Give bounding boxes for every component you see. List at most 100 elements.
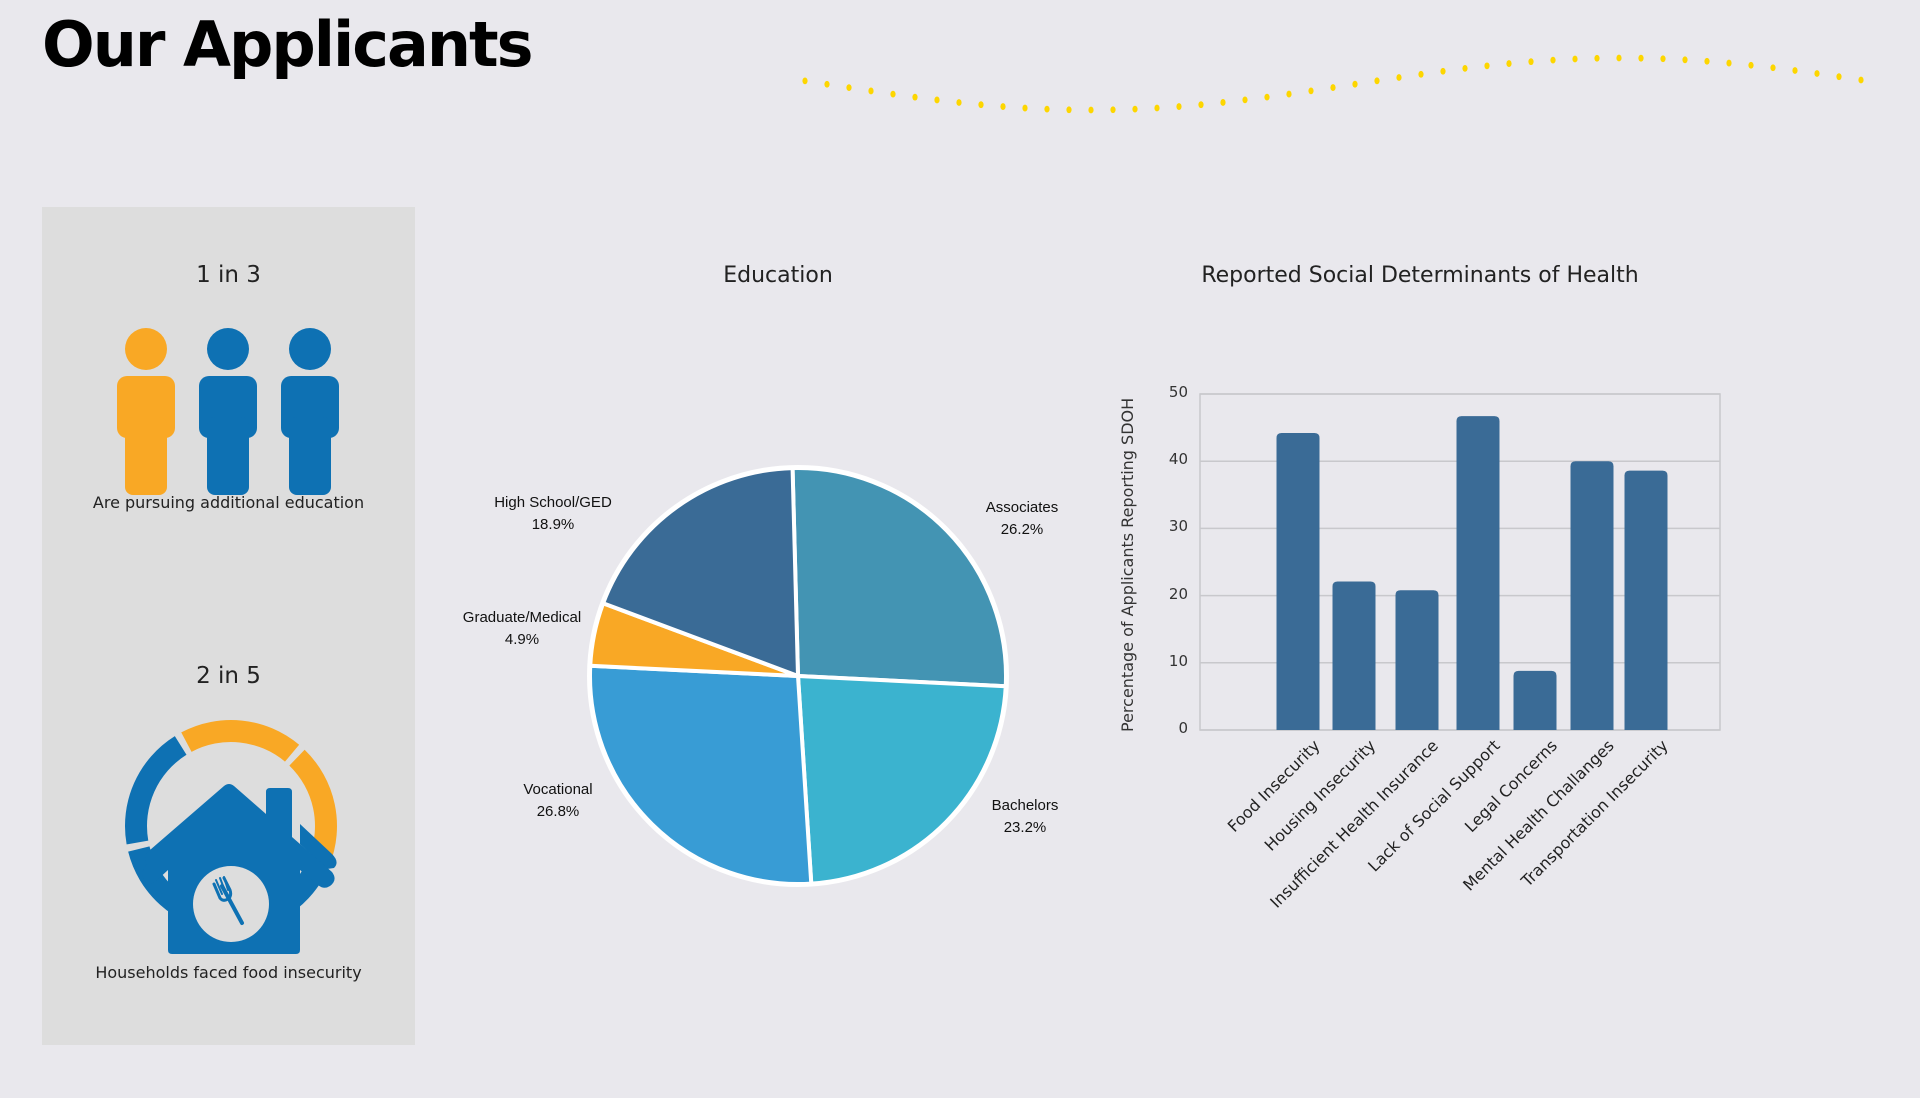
wave-dot: [1792, 67, 1798, 74]
wave-dot: [1088, 106, 1094, 114]
wave-dot: [1154, 104, 1160, 112]
stat-headline-education: 1 in 3: [196, 262, 261, 288]
stats-panel: 1 in 3 Are pursuing additional education…: [42, 207, 415, 1045]
wave-dot: [1418, 70, 1424, 78]
pie-chart-title: Education: [723, 263, 833, 288]
wave-dot: [802, 77, 808, 85]
wave-dot: [1616, 54, 1622, 62]
y-tick-label: 50: [1168, 383, 1188, 401]
pie-label-value: 4.9%: [504, 631, 540, 648]
person-figure: [199, 328, 257, 495]
pie-label-value: 23.2%: [1003, 819, 1047, 836]
wave-dot: [934, 96, 940, 104]
wave-dot: [1440, 67, 1446, 75]
wave-dot: [824, 80, 830, 88]
bar-insufficient-health-insurance: [1395, 590, 1439, 730]
wave-dot: [1242, 96, 1248, 104]
house-fork-ring-icon: [125, 720, 337, 954]
fork-icon: [212, 876, 244, 925]
wave-dot: [1836, 73, 1842, 81]
wave-dot: [1220, 99, 1226, 106]
y-axis-label: Percentage of Applicants Reporting SDOH: [1118, 397, 1137, 732]
wave-dot: [1110, 106, 1116, 114]
wave-dot: [1638, 54, 1644, 62]
wave-dot: [1506, 60, 1512, 67]
wave-dot: [1044, 105, 1050, 113]
pie-label: Graduate/Medical 4.9%: [442, 607, 602, 651]
pie-label-name: Graduate/Medical: [462, 609, 582, 626]
wave-dot: [1286, 90, 1292, 98]
pie-label-value: 18.9%: [531, 516, 575, 533]
wave-dot: [1572, 55, 1578, 63]
wave-dot: [1132, 105, 1138, 113]
bar-transportation-insecurity: [1624, 470, 1668, 730]
pie-label-name: Vocational: [523, 781, 593, 798]
wave-dot: [1770, 64, 1776, 72]
bar-housing-insecurity: [1332, 581, 1376, 730]
stat-caption-education: Are pursuing additional education: [92, 493, 365, 512]
wave-dot: [1704, 57, 1710, 65]
wave-dot: [912, 93, 918, 101]
y-tick-label: 30: [1168, 517, 1188, 536]
wave-dot: [1814, 70, 1820, 77]
wave-dot: [1660, 55, 1666, 63]
dotted-wave-decoration: [802, 54, 1864, 114]
wave-dot: [1066, 106, 1072, 114]
house-icon: [142, 784, 337, 954]
wave-dot: [1374, 77, 1380, 85]
wave-dot: [846, 84, 852, 92]
ring-segment: [181, 720, 300, 762]
ring-segment: [125, 736, 187, 845]
wave-dot: [1308, 87, 1314, 95]
pie-label-name: Bachelors: [991, 797, 1059, 814]
wave-dot: [1352, 80, 1358, 88]
ring-segment: [289, 749, 337, 866]
pie-label-value: 26.8%: [536, 803, 580, 820]
wave-dot: [1748, 61, 1754, 69]
wave-dot: [868, 87, 874, 95]
y-tick-label: 0: [1178, 719, 1188, 737]
pie-label: Bachelors 23.2%: [945, 795, 1105, 839]
stat-headline-food: 2 in 5: [196, 663, 261, 689]
wave-dot: [890, 90, 896, 98]
y-tick-label: 20: [1168, 584, 1188, 603]
wave-dot: [1330, 84, 1336, 91]
wave-dot: [1550, 56, 1556, 64]
person-figure: [281, 328, 339, 495]
bar-food-insecurity: [1276, 432, 1320, 730]
wave-dot: [1726, 59, 1732, 67]
bar-mental-health-challanges: [1570, 461, 1614, 730]
pie-label: Associates 26.2%: [942, 497, 1102, 541]
wave-dot: [1264, 93, 1270, 101]
pie-label: High School/GED 18.9%: [473, 492, 633, 536]
wave-dot: [978, 101, 984, 109]
bar-chart-title: Reported Social Determinants of Health: [1201, 263, 1639, 288]
people-icon: [117, 328, 339, 495]
wave-dot: [1176, 103, 1182, 110]
wave-dot: [956, 99, 962, 106]
bar-lack-of-social-support: [1456, 416, 1500, 730]
pie-label-name: Associates: [985, 499, 1059, 516]
wave-dot: [1528, 58, 1534, 66]
person-figure: [117, 328, 175, 495]
wave-dot: [1594, 54, 1600, 62]
bar-legal-concerns: [1513, 670, 1557, 730]
y-tick-label: 40: [1168, 450, 1188, 469]
stat-caption-food: Households faced food insecurity: [95, 963, 362, 982]
wave-dot: [1396, 74, 1402, 81]
wave-dot: [1198, 101, 1204, 109]
wave-dot: [1858, 76, 1864, 84]
wave-dot: [1022, 104, 1028, 112]
pie-outline: [587, 465, 1009, 887]
wave-dot: [1000, 103, 1006, 110]
pie-label-name: High School/GED: [494, 494, 612, 511]
pie-label: Vocational 26.8%: [478, 779, 638, 823]
wave-dot: [1462, 65, 1468, 72]
wave-dot: [1484, 62, 1490, 70]
y-tick-label: 10: [1168, 651, 1188, 670]
page-title: Our Applicants: [42, 8, 534, 81]
pie-label-value: 26.2%: [1000, 521, 1044, 538]
wave-dot: [1682, 56, 1688, 64]
